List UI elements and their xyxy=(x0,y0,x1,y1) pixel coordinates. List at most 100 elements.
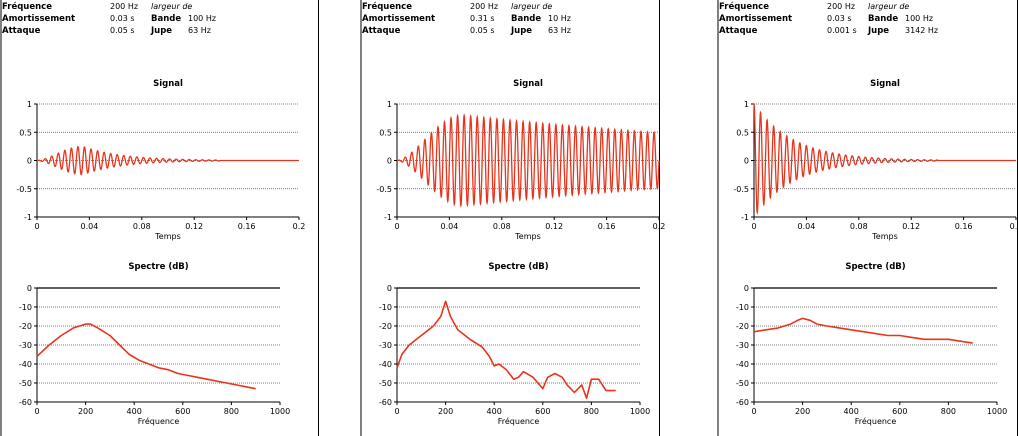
signal-xtick-label: 0 xyxy=(34,222,39,231)
spectrum-ytick-label: -60 xyxy=(736,398,749,407)
param-skirt-label: Jupe xyxy=(867,26,889,36)
param-damping-value: 0.31 s xyxy=(470,14,495,23)
spectrum-series-line xyxy=(396,300,616,400)
param-attack-label: Attaque xyxy=(719,26,758,36)
signal-series-line xyxy=(753,103,1016,215)
spectrum-xtick-label: 0 xyxy=(34,407,39,416)
spectrum-ytick-label: -60 xyxy=(19,398,32,407)
param-attack-value: 0.001 s xyxy=(827,26,857,35)
param-skirt-value: 63 Hz xyxy=(188,26,211,35)
signal-xtick-label: 0.04 xyxy=(440,222,458,231)
spectrum-xlabel: Fréquence xyxy=(498,416,540,426)
param-damping-label: Amortissement xyxy=(362,14,435,24)
signal-series-line xyxy=(37,145,299,176)
param-skirt-label: Jupe xyxy=(510,26,532,36)
spectrum-ytick-label: -10 xyxy=(19,303,32,312)
signal-ytick-label: -1 xyxy=(741,213,749,222)
spectrum-xtick-label: 600 xyxy=(535,407,550,416)
signal-ytick-label: -0.5 xyxy=(16,185,32,194)
spectrum-ytick-label: 0 xyxy=(27,284,32,293)
signal-title: Signal xyxy=(153,79,183,89)
spectrum-ytick-label: -20 xyxy=(736,322,749,331)
spectrum-series-line xyxy=(36,323,256,390)
param-attack-label: Attaque xyxy=(2,26,41,36)
signal-ytick-label: 0.5 xyxy=(736,128,749,137)
param-skirt-label: Jupe xyxy=(150,26,172,36)
signal-ytick-label: 0.5 xyxy=(379,128,392,137)
signal-xtick-label: 0.16 xyxy=(238,222,256,231)
param-width-label: largeur de xyxy=(511,2,552,11)
param-damping-value: 0.03 s xyxy=(827,14,852,23)
spectrum-xtick-label: 1000 xyxy=(270,407,290,416)
param-attack-value: 0.05 s xyxy=(470,26,495,35)
spectrum-xlabel: Fréquence xyxy=(138,416,180,426)
spectrum-xtick-label: 600 xyxy=(892,407,907,416)
signal-xtick-label: 0.2 xyxy=(653,222,666,231)
spectrum-ytick-label: -20 xyxy=(19,322,32,331)
spectrum-title: Spectre (dB) xyxy=(128,262,188,272)
spectrum-ytick-label: -30 xyxy=(379,341,392,350)
spectrum-ytick-label: -30 xyxy=(736,341,749,350)
signal-xtick-label: 0.2 xyxy=(293,222,306,231)
spectrum-xtick-label: 600 xyxy=(175,407,190,416)
param-skirt-value: 63 Hz xyxy=(548,26,571,35)
param-skirt-value: 3142 Hz xyxy=(905,26,938,35)
param-frequency-value: 200 Hz xyxy=(110,2,138,11)
spectrum-xtick-label: 200 xyxy=(438,407,453,416)
spectrum-ytick-label: -50 xyxy=(736,379,749,388)
spectrum-ytick-label: -10 xyxy=(736,303,749,312)
param-frequency-label: Fréquence xyxy=(2,1,52,12)
spectrum-xtick-label: 800 xyxy=(584,407,599,416)
spectrum-xtick-label: 200 xyxy=(78,407,93,416)
spectrum-xtick-label: 0 xyxy=(394,407,399,416)
spectrum-xtick-label: 800 xyxy=(224,407,239,416)
signal-ytick-label: -0.5 xyxy=(733,185,749,194)
param-damping-value: 0.03 s xyxy=(110,14,135,23)
signal-ytick-label: 0.5 xyxy=(19,128,32,137)
signal-xtick-label: 0.04 xyxy=(80,222,98,231)
signal-ytick-label: 0 xyxy=(387,157,392,166)
spectrum-xlabel: Fréquence xyxy=(855,416,897,426)
param-frequency-value: 200 Hz xyxy=(827,2,855,11)
spectrum-ytick-label: -20 xyxy=(379,322,392,331)
signal-xlabel: Temps xyxy=(871,232,898,241)
signal-xlabel: Temps xyxy=(514,232,541,241)
signal-xtick-label: 0.16 xyxy=(955,222,973,231)
signal-ytick-label: 1 xyxy=(744,100,749,109)
signal-ytick-label: 1 xyxy=(27,100,32,109)
param-frequency-value: 200 Hz xyxy=(470,2,498,11)
signal-ytick-label: -1 xyxy=(24,213,32,222)
chart-panel: Fréquence 200 Hz largeur de Amortissement 0.… xyxy=(360,0,666,436)
param-band-value: 10 Hz xyxy=(548,14,571,23)
spectrum-xtick-label: 0 xyxy=(751,407,756,416)
signal-xtick-label: 0 xyxy=(394,222,399,231)
signal-ytick-label: -1 xyxy=(384,213,392,222)
spectrum-xtick-label: 800 xyxy=(941,407,956,416)
signal-xtick-label: 0 xyxy=(751,222,756,231)
signal-xtick-label: 0.16 xyxy=(598,222,616,231)
spectrum-ytick-label: -40 xyxy=(19,360,32,369)
param-width-label: largeur de xyxy=(151,2,192,11)
spectrum-xtick-label: 1000 xyxy=(630,407,650,416)
param-band-value: 100 Hz xyxy=(905,14,933,23)
signal-title: Signal xyxy=(513,79,543,89)
param-attack-value: 0.05 s xyxy=(110,26,135,35)
signal-ytick-label: -0.5 xyxy=(376,185,392,194)
signal-xtick-label: 0.12 xyxy=(185,222,203,231)
chart-panel: Fréquence 200 Hz largeur de Amortissement 0.… xyxy=(717,0,1018,436)
param-attack-label: Attaque xyxy=(362,26,401,36)
param-damping-label: Amortissement xyxy=(719,14,792,24)
spectrum-xtick-label: 400 xyxy=(487,407,502,416)
spectrum-xtick-label: 400 xyxy=(127,407,142,416)
signal-ytick-label: 1 xyxy=(387,100,392,109)
spectrum-xtick-label: 200 xyxy=(795,407,810,416)
signal-xlabel: Temps xyxy=(154,232,181,241)
param-band-label: Bande xyxy=(151,14,181,24)
signal-xtick-label: 0.04 xyxy=(797,222,815,231)
spectrum-ytick-label: 0 xyxy=(387,284,392,293)
spectrum-xtick-label: 1000 xyxy=(987,407,1007,416)
signal-xtick-label: 0.12 xyxy=(545,222,563,231)
signal-xtick-label: 0.08 xyxy=(850,222,868,231)
spectrum-series-line xyxy=(753,317,973,344)
